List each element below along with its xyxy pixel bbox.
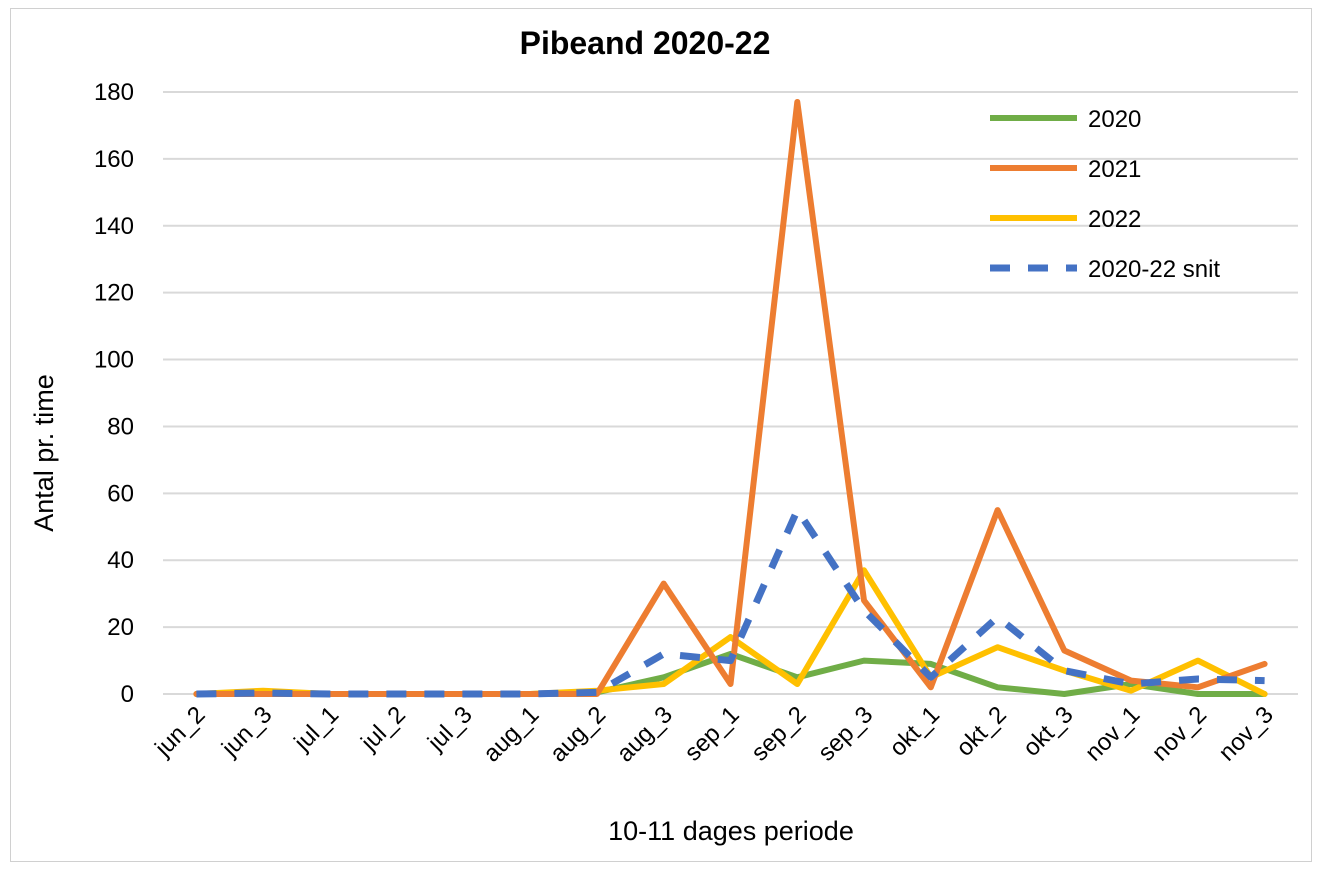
x-tick-label: aug_2 xyxy=(545,701,611,767)
y-tick-label: 0 xyxy=(121,681,134,708)
y-tick-label: 100 xyxy=(94,347,134,374)
x-axis-title: 10-11 dages periode xyxy=(608,816,854,846)
x-axis-ticks: jun_2 jun_3 jul_1 jul_2 jul_3 aug_1 aug_2 aug_3… xyxy=(149,701,1279,767)
chart-frame xyxy=(10,8,1312,862)
x-tick-label: aug_3 xyxy=(612,701,678,767)
y-tick-label: 40 xyxy=(107,547,134,574)
x-tick-label: aug_1 xyxy=(478,701,544,767)
series-line-1 xyxy=(193,99,1268,697)
y-axis-title: Antal pr. time xyxy=(29,374,59,532)
y-tick-label: 60 xyxy=(107,480,134,507)
chart-title: Pibeand 2020-22 xyxy=(520,25,771,61)
x-tick-label: okt_2 xyxy=(951,701,1012,762)
y-tick-label: 120 xyxy=(94,280,134,307)
y-tick-label: 20 xyxy=(107,614,134,641)
legend-label: 2021 xyxy=(1088,156,1141,183)
x-tick-label: jul_3 xyxy=(422,701,478,757)
y-axis-ticks: 0 20 40 60 80 100 120 140 160 180 xyxy=(94,79,134,708)
legend-label: 2022 xyxy=(1088,206,1141,233)
y-tick-label: 160 xyxy=(94,146,134,173)
y-tick-label: 140 xyxy=(94,213,134,240)
legend-label: 2020 xyxy=(1088,106,1141,133)
x-tick-label: okt_3 xyxy=(1018,701,1079,762)
x-tick-label: jun_3 xyxy=(216,701,277,762)
x-tick-label: sep_3 xyxy=(813,701,878,766)
x-tick-label: sep_2 xyxy=(746,701,811,766)
legend: 2020 2021 2022 2020-22 snit xyxy=(990,106,1220,283)
y-tick-label: 80 xyxy=(107,413,134,440)
x-tick-label: nov_3 xyxy=(1214,701,1279,766)
x-tick-label: nov_1 xyxy=(1080,701,1145,766)
y-tick-label: 180 xyxy=(94,79,134,106)
x-tick-label: sep_1 xyxy=(679,701,744,766)
x-tick-label: okt_1 xyxy=(884,701,945,762)
x-tick-label: jul_2 xyxy=(355,701,411,757)
series-lines xyxy=(193,99,1268,698)
x-tick-label: nov_2 xyxy=(1147,701,1212,766)
legend-label: 2020-22 snit xyxy=(1088,256,1220,283)
series-line-3 xyxy=(196,506,1265,698)
x-tick-label: jul_1 xyxy=(288,701,344,757)
x-tick-label: jun_2 xyxy=(149,701,210,762)
